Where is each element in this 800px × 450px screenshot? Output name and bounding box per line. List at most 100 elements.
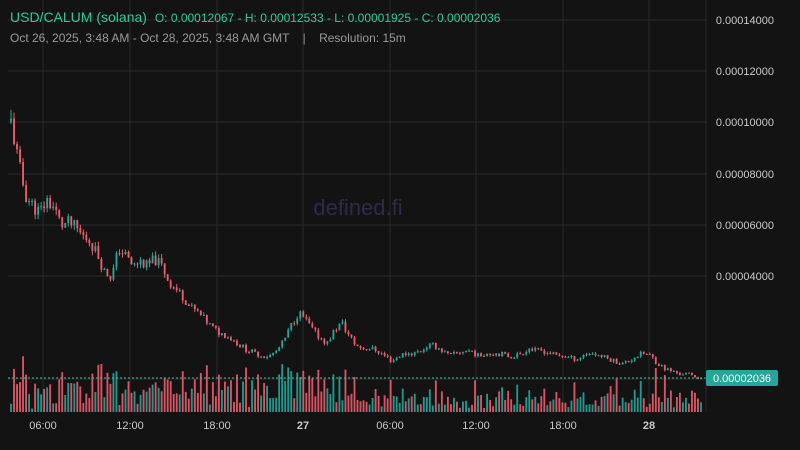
candle-body: [522, 354, 525, 356]
volume-bar: [172, 394, 175, 412]
volume-bar: [585, 404, 588, 412]
candle-body: [73, 220, 76, 226]
volume-bar: [196, 392, 199, 412]
candle-body: [630, 360, 633, 362]
candle-body: [681, 374, 684, 376]
candle-body: [648, 353, 651, 355]
candle-body: [498, 353, 501, 357]
volume-bar: [178, 394, 181, 412]
volume-bar: [46, 387, 49, 412]
volume-bar: [468, 407, 470, 412]
candle-body: [190, 304, 193, 306]
volume-bar: [428, 389, 431, 412]
watermark-text: defined.fi: [313, 195, 402, 220]
volume-bar: [290, 371, 293, 412]
candle-body: [666, 368, 669, 371]
candle-body: [639, 351, 642, 357]
volume-bar: [576, 398, 579, 412]
candle-body: [37, 206, 40, 215]
volume-bar: [543, 388, 546, 412]
candle-body: [269, 354, 272, 358]
volume-bar: [166, 379, 169, 412]
volume-bar: [456, 401, 458, 412]
volume-bar: [151, 384, 154, 412]
candle-body: [540, 348, 543, 351]
candle-body: [519, 353, 522, 355]
volume-bar: [401, 388, 404, 412]
candle-body: [404, 353, 407, 355]
volume-bar: [359, 401, 362, 412]
volume-bar: [223, 381, 226, 412]
y-tick-label: 0.00004000: [716, 271, 774, 283]
candle-body: [184, 300, 187, 305]
volume-bar: [501, 387, 504, 412]
candle-body: [335, 330, 338, 332]
candle-body: [528, 348, 531, 352]
volume-bar: [64, 394, 67, 412]
candle-body: [16, 144, 18, 150]
volume-bar: [142, 389, 145, 412]
candle-body: [136, 263, 139, 265]
candle-body: [13, 118, 15, 145]
candle-body: [636, 356, 639, 358]
candle-body: [663, 365, 666, 371]
volume-bar: [697, 398, 699, 412]
volume-bar: [115, 371, 118, 412]
volume-bar: [73, 383, 76, 412]
volume-bar: [332, 374, 335, 412]
candle-body: [685, 372, 687, 375]
volume-bar: [136, 403, 139, 412]
volume-bar: [437, 403, 440, 412]
candle-body: [344, 321, 347, 332]
y-tick-label: 0.00006000: [716, 220, 774, 232]
candle-body: [446, 351, 449, 354]
volume-bar: [187, 398, 190, 412]
candle-body: [645, 353, 648, 355]
candle-body: [588, 354, 591, 356]
candle-body: [486, 353, 489, 357]
volume-bar: [510, 399, 513, 412]
candle-body: [278, 347, 281, 351]
x-tick-label: 06:00: [376, 420, 404, 432]
candle-body: [549, 352, 552, 355]
candle-body: [320, 338, 323, 340]
volume-bar: [308, 375, 311, 412]
price-axis[interactable]: 0.00014000 0.00012000 0.00010000 0.00008000…: [716, 15, 774, 386]
volume-bar: [546, 405, 549, 412]
candle-body: [383, 353, 386, 356]
candle-body: [58, 210, 61, 218]
volume-bar: [383, 395, 386, 412]
candle-body: [459, 352, 461, 354]
candle-body: [178, 290, 181, 292]
symbol-label: USD/CALUM (solana): [10, 9, 147, 25]
volume-bar: [446, 396, 449, 412]
candle-body: [34, 200, 37, 215]
volume-bar: [61, 372, 64, 412]
volume-bar: [675, 396, 678, 412]
volume-bar: [220, 389, 223, 412]
volume-bar: [121, 393, 124, 412]
volume-bar: [495, 397, 498, 412]
candle-body: [52, 206, 55, 209]
candle-body: [124, 251, 127, 254]
volume-bar: [645, 406, 648, 412]
volume-bar: [630, 399, 633, 412]
volume-bar: [236, 374, 238, 412]
candle-body: [401, 353, 404, 358]
candle-body: [19, 149, 21, 163]
volume-bar: [356, 399, 359, 412]
time-axis[interactable]: 06:00 12:00 18:00 27 06:00 12:00 18:00 28: [29, 420, 655, 432]
volume-bar: [398, 402, 401, 412]
candle-body: [266, 357, 269, 359]
candle-body: [449, 353, 452, 355]
volume-bar: [284, 380, 287, 412]
candle-body: [88, 240, 91, 244]
volume-bar: [82, 402, 85, 412]
volume-bar: [624, 402, 627, 412]
candle-body: [10, 118, 12, 122]
volume-bar: [392, 395, 395, 412]
candle-body: [326, 341, 329, 344]
candles: [10, 109, 702, 380]
